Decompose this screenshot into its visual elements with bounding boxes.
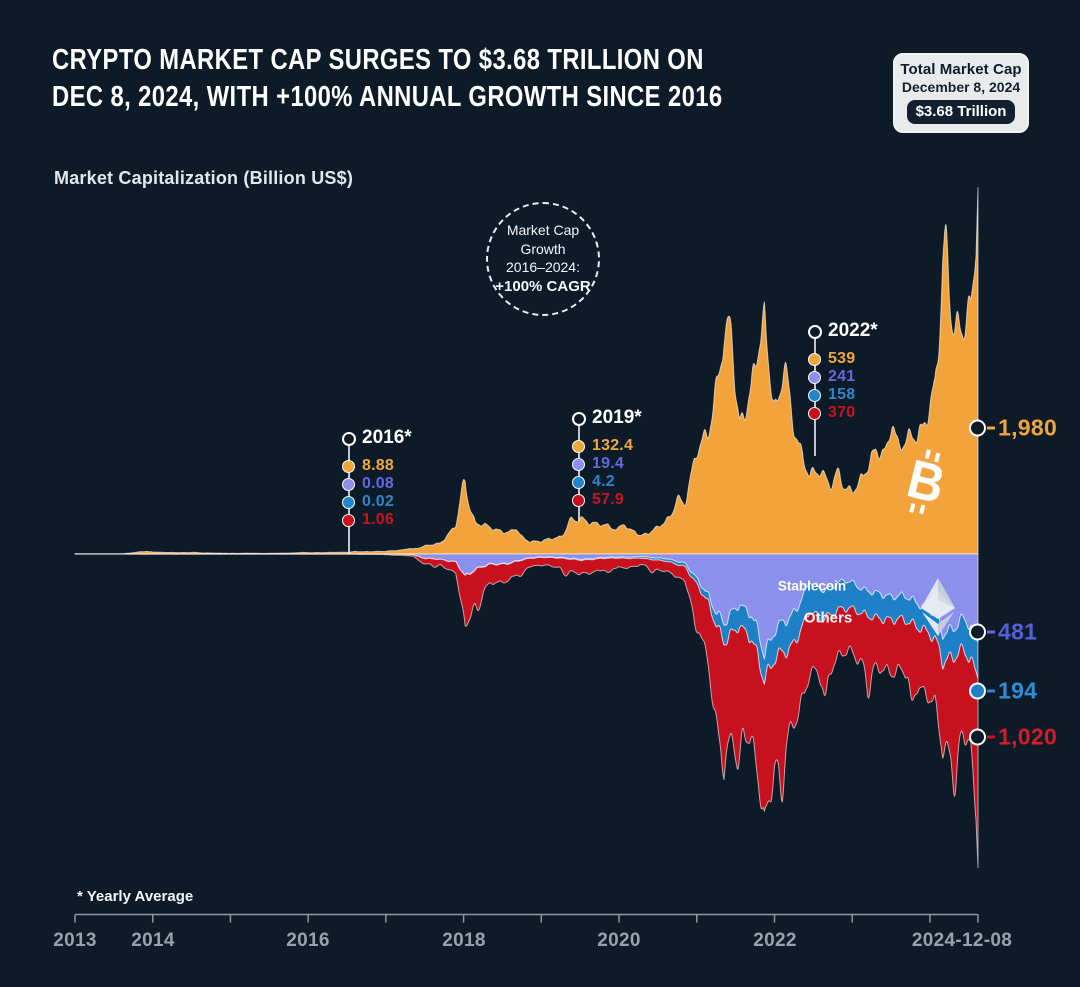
end-label-bitcoin: 1,980 (969, 415, 1057, 442)
others-dot-icon (808, 406, 821, 420)
footnote: * Yearly Average (77, 888, 194, 905)
bitcoin-final-value: 1,980 (998, 414, 1058, 441)
marker-values: 8.88 0.08 0.02 1.06 (342, 457, 394, 529)
marker-circle-icon (969, 682, 986, 700)
stablecoin-value: 158 (828, 386, 856, 403)
total-market-cap-card: Total Market Cap December 8, 2024 $3.68 … (893, 53, 1029, 133)
stablecoin-dot-icon (342, 495, 355, 509)
ethereum-dot-icon (572, 457, 585, 471)
others-final-value: 1,020 (998, 723, 1058, 750)
marker-row-others: 1.06 (342, 511, 394, 529)
stablecoin-value: 4.2 (592, 473, 615, 490)
stablecoin-final-value: 194 (998, 677, 1038, 704)
bitcoin-letter: B (901, 448, 951, 516)
others-area-label: Others (803, 609, 853, 627)
marker-row-stablecoin: 4.2 (572, 473, 633, 491)
others-dot-icon (342, 513, 355, 527)
x-axis-label-2013: 2013 (53, 930, 97, 951)
end-label-others: 1,020 (969, 724, 1057, 751)
ethereum-value: 241 (828, 368, 856, 385)
marker-row-bitcoin: 539 (808, 350, 855, 368)
marker-row-bitcoin: 132.4 (572, 437, 633, 455)
cagr-line1: Market Cap (506, 222, 580, 239)
others-value: 370 (828, 404, 856, 421)
bitcoin-value: 8.88 (362, 457, 394, 474)
marker-row-stablecoin: 0.02 (342, 493, 394, 511)
marker-values: 539 241 158 370 (808, 350, 855, 422)
marker-row-stablecoin: 158 (808, 386, 855, 404)
bitcoin-dot-icon (572, 439, 585, 453)
ethereum-dot-icon (342, 477, 355, 491)
cagr-line3: 2016–2024: (506, 259, 580, 276)
page-title: CRYPTO MARKET CAP SURGES TO $3.68 TRILLI… (52, 42, 723, 115)
bitcoin-dot-icon (342, 459, 355, 473)
others-value: 57.9 (592, 491, 624, 508)
marker-row-ethereum: 241 (808, 368, 855, 386)
x-axis-label-2022: 2022 (753, 930, 797, 951)
marker-row-others: 370 (808, 404, 855, 422)
cagr-badge: Market Cap Growth 2016–2024: +100% CAGR (486, 202, 600, 316)
layer-others (74, 553, 979, 869)
x-axis-label-2014: 2014 (131, 930, 175, 951)
marker-circle-icon (969, 728, 986, 746)
page-title-line1: CRYPTO MARKET CAP SURGES TO $3.68 TRILLI… (52, 44, 704, 76)
cagr-line2: Growth (520, 240, 566, 257)
page-title-line2: DEC 8, 2024, WITH +100% ANNUAL GROWTH SI… (52, 80, 723, 113)
ethereum-final-value: 481 (998, 618, 1038, 645)
bitcoin-dot-icon (808, 352, 821, 366)
chart-subtitle: Market Capitalization (Billion US$) (54, 168, 354, 188)
x-axis-label-2024-12-08: 2024-12-08 (911, 930, 1013, 951)
card-date: December 8, 2024 (901, 79, 1021, 95)
marker-circle-icon (969, 419, 986, 437)
marker-row-ethereum: 0.08 (342, 475, 394, 493)
marker-year-label: 2022* (828, 320, 878, 341)
ethereum-dot-icon (808, 370, 821, 384)
stablecoin-dot-icon (808, 388, 821, 402)
marker-circle-icon (808, 325, 822, 339)
ethereum-value: 19.4 (592, 455, 624, 472)
marker-circle-icon (572, 412, 586, 426)
marker-year-label: 2016* (362, 427, 412, 448)
cagr-line4: +100% CAGR (495, 277, 591, 295)
x-axis-label-2018: 2018 (442, 930, 486, 951)
ethereum-value: 0.08 (362, 475, 394, 492)
marker-circle-icon (342, 432, 356, 446)
ethereum-icon (921, 578, 955, 636)
x-axis-label-2020: 2020 (597, 930, 641, 951)
card-title: Total Market Cap (900, 61, 1022, 78)
stablecoin-value: 0.02 (362, 493, 394, 510)
marker-values: 132.4 19.4 4.2 57.9 (572, 437, 633, 509)
bitcoin-value: 539 (828, 350, 856, 367)
end-label-stablecoin: 194 (969, 678, 1037, 705)
marker-year-label: 2019* (592, 407, 642, 428)
x-axis-label-2016: 2016 (286, 930, 330, 951)
stablecoin-dot-icon (572, 475, 585, 489)
bitcoin-value: 132.4 (592, 437, 634, 454)
end-label-ethereum: 481 (969, 619, 1037, 646)
stablecoin-area-label: Stablecoin (777, 578, 847, 594)
tick-dash (987, 689, 995, 693)
others-value: 1.06 (362, 511, 394, 528)
marker-circle-icon (969, 623, 986, 641)
tick-dash (987, 630, 995, 634)
marker-row-others: 57.9 (572, 491, 633, 509)
card-value-badge: $3.68 Trillion (906, 100, 1016, 124)
marker-row-ethereum: 19.4 (572, 455, 633, 473)
tick-dash (987, 426, 995, 430)
tick-dash (987, 735, 995, 739)
marker-row-bitcoin: 8.88 (342, 457, 394, 475)
others-dot-icon (572, 493, 585, 507)
